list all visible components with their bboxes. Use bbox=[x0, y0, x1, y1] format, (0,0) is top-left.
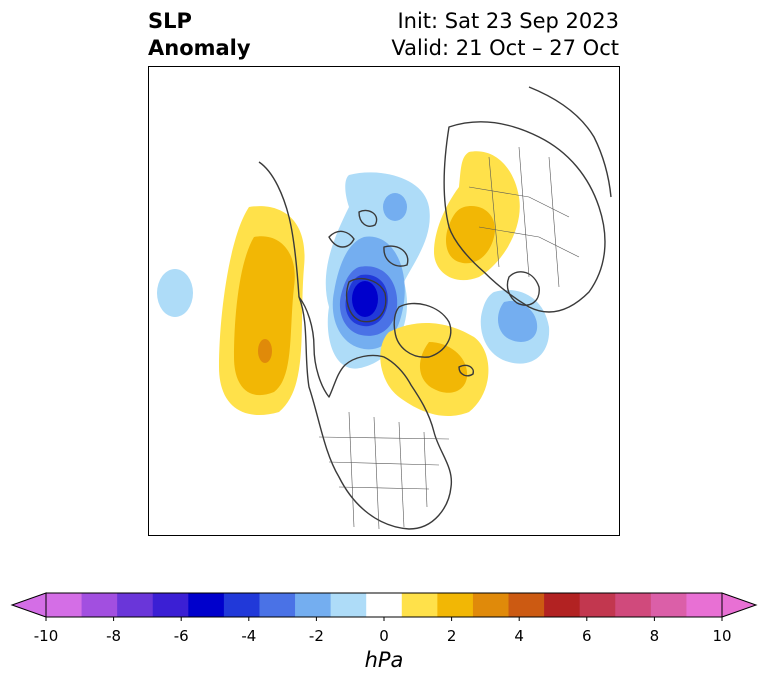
aleutian-high-anomaly bbox=[219, 206, 305, 415]
colorbar-bin bbox=[686, 593, 723, 617]
valid-range: Valid: 21 Oct – 27 Oct bbox=[391, 36, 619, 60]
colorbar-tick-label: -6 bbox=[173, 627, 189, 645]
pacific-low-anomaly bbox=[157, 269, 193, 317]
colorbar bbox=[10, 592, 758, 621]
canadian-arctic-low-anomaly bbox=[383, 193, 407, 221]
colorbar-bin bbox=[437, 593, 474, 617]
colorbar-bin bbox=[152, 593, 189, 617]
colorbar-bin bbox=[401, 593, 438, 617]
colorbar-over-arrow bbox=[721, 592, 758, 618]
colorbar-tick-label: 2 bbox=[446, 627, 457, 645]
colorbar-bin bbox=[615, 593, 652, 617]
title-variable: SLP bbox=[148, 9, 192, 33]
coastlines bbox=[258, 86, 612, 530]
siberia-high-anomaly bbox=[434, 151, 520, 281]
greenland-high-anomaly bbox=[380, 322, 489, 417]
colorbar-bin bbox=[223, 593, 260, 617]
colorbar-tick-label: -10 bbox=[33, 627, 59, 645]
colorbar-bin bbox=[472, 593, 510, 617]
colorbar-tick-label: 10 bbox=[712, 627, 732, 645]
colorbar-bin bbox=[366, 593, 403, 617]
colorbar-bins bbox=[10, 592, 758, 621]
colorbar-unit: hPa bbox=[364, 648, 404, 672]
init-date: Init: Sat 23 Sep 2023 bbox=[397, 9, 619, 33]
colorbar-bin bbox=[295, 593, 332, 617]
anomaly-fields bbox=[157, 151, 550, 417]
map-dates: Init: Sat 23 Sep 2023 Valid: 21 Oct – 27… bbox=[391, 8, 619, 62]
colorbar-bin bbox=[650, 593, 687, 617]
colorbar-bin bbox=[117, 593, 154, 617]
map-title: SLP Anomaly bbox=[148, 8, 251, 62]
title-type: Anomaly bbox=[148, 36, 251, 60]
colorbar-bin bbox=[46, 593, 83, 617]
colorbar-bin bbox=[330, 593, 367, 617]
colorbar-tick-label: -8 bbox=[106, 627, 122, 645]
map-panel bbox=[148, 66, 620, 536]
colorbar-bin bbox=[579, 593, 616, 617]
colorbar-bin bbox=[188, 593, 225, 617]
colorbar-tick-label: 8 bbox=[649, 627, 660, 645]
colorbar-under-arrow bbox=[10, 592, 47, 618]
colorbar-tick-label: 0 bbox=[379, 627, 389, 645]
colorbar-tick-label: 6 bbox=[582, 627, 592, 645]
polar-map bbox=[157, 86, 612, 530]
colorbar-bin bbox=[259, 593, 296, 617]
colorbar-bin bbox=[81, 593, 118, 617]
political-borders bbox=[318, 146, 580, 530]
colorbar-tick-label: 4 bbox=[514, 627, 524, 645]
colorbar-tick-label: -4 bbox=[241, 627, 257, 645]
hudson-bay-low-anomaly bbox=[325, 172, 430, 369]
colorbar-tick-label: -2 bbox=[308, 627, 324, 645]
colorbar-bin bbox=[544, 593, 581, 617]
colorbar-bin bbox=[508, 593, 545, 617]
